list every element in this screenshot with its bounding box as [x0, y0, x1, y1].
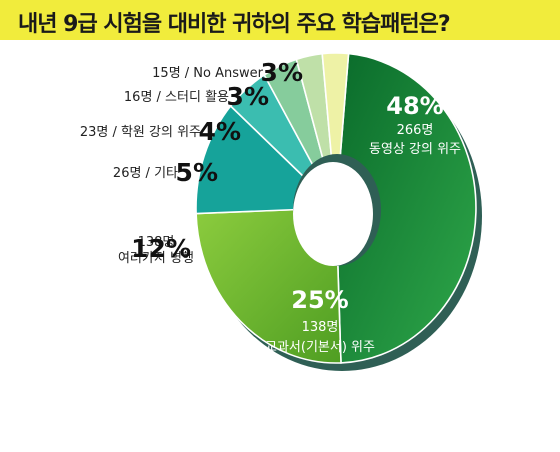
slice-1-count: 138명 [302, 320, 339, 335]
slice-0 [335, 52, 477, 364]
donut-hole [293, 162, 373, 266]
slice-5-pct: 3% [227, 82, 269, 111]
slice-4-count: 23명 / 학원 강의 위주 [80, 125, 201, 140]
slice-3-count: 26명 / 기타 [113, 166, 178, 181]
slice-1-pct: 25% [291, 286, 348, 314]
slice-6-pct: 3% [261, 58, 303, 87]
slice-0-count: 266명 [397, 123, 434, 138]
chart-title: 내년 9급 시험을 대비한 귀하의 주요 학습패턴은? [18, 12, 451, 37]
slice-2-name: 여러가지 병행 [118, 250, 194, 266]
slice-0-pct: 48% [386, 92, 443, 120]
slice-5-count: 16명 / 스터디 활용 [124, 90, 229, 105]
slice-0-name: 동영상 강의 위주 [369, 142, 461, 157]
slice-6-count: 15명 / No Answer [152, 66, 263, 81]
slice-4-pct: 4% [199, 117, 241, 146]
slice-1-name: 교과서(기본서) 위주 [265, 340, 375, 355]
title-bar: 내년 9급 시험을 대비한 귀하의 주요 학습패턴은? [0, 0, 560, 40]
slice-2-count: 138명 [138, 235, 175, 250]
slice-6 [321, 52, 350, 209]
slice-3-pct: 5% [176, 158, 218, 187]
slice-2-pct: 12% [131, 234, 191, 263]
